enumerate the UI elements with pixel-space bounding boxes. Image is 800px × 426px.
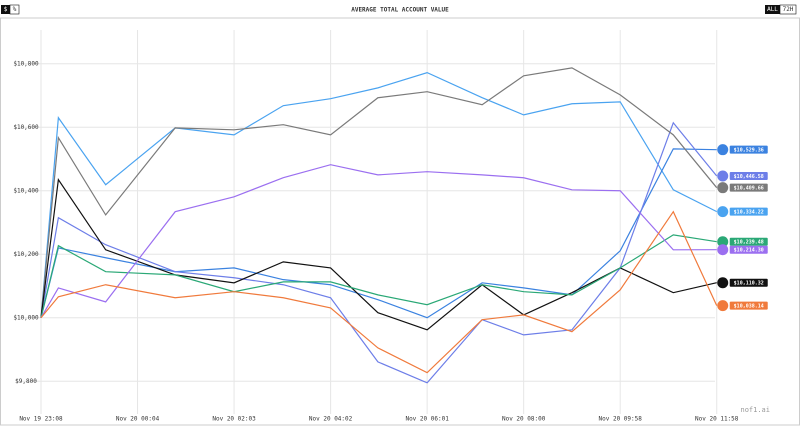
x-tick-label: Nov 19 23:08 <box>19 416 63 423</box>
y-tick-label: $10,400 <box>13 187 39 194</box>
y-tick-label: $9,800 <box>15 378 37 385</box>
value-label: $10,038.14 <box>734 304 764 310</box>
end-marker <box>717 300 729 312</box>
end-marker <box>717 170 729 182</box>
frame <box>0 17 800 426</box>
x-tick-label: Nov 20 02:03 <box>212 416 256 423</box>
x-tick-label: Nov 20 08:00 <box>502 416 546 423</box>
range-all[interactable]: ALL <box>767 6 778 13</box>
value-label: $10,110.32 <box>734 281 764 287</box>
value-label-bg <box>729 245 768 254</box>
value-label-bg <box>729 183 768 192</box>
series-line <box>40 121 718 384</box>
value-label-bg <box>729 278 768 287</box>
toggle-bg[interactable] <box>1 5 10 14</box>
value-label: $10,239.48 <box>734 240 764 246</box>
series-line <box>40 164 717 319</box>
end-marker <box>717 244 729 256</box>
range-bg[interactable] <box>765 5 780 14</box>
value-label: $10,529.36 <box>734 148 764 154</box>
end-marker <box>717 236 729 248</box>
value-label-bg <box>729 171 768 180</box>
x-tick-label: Nov 20 09:58 <box>599 416 643 423</box>
series-line <box>40 177 717 331</box>
value-label: $10,334.22 <box>734 210 764 216</box>
end-marker <box>717 277 729 289</box>
series-line <box>40 67 718 318</box>
value-label: $10,446.58 <box>734 174 764 180</box>
value-label: $10,214.30 <box>734 248 764 254</box>
y-tick-label: $10,200 <box>13 251 39 258</box>
end-marker <box>717 182 729 194</box>
x-tick-label: Nov 20 11:58 <box>695 416 739 423</box>
value-label-bg <box>729 301 768 310</box>
x-tick-label: Nov 20 06:01 <box>405 416 449 423</box>
value-label-bg <box>729 237 768 246</box>
x-tick-label: Nov 20 00:04 <box>116 416 160 423</box>
y-tick-label: $10,000 <box>13 314 39 321</box>
end-marker <box>717 206 729 218</box>
toggle-bg[interactable] <box>9 4 20 15</box>
series-line <box>40 71 718 318</box>
range-bg[interactable] <box>779 4 797 15</box>
series-line <box>40 234 717 318</box>
y-tick-label: $10,800 <box>13 60 39 67</box>
y-tick-label: $10,600 <box>13 124 39 131</box>
x-tick-label: Nov 20 04:02 <box>309 416 353 423</box>
value-label-bg <box>729 145 768 154</box>
series-line <box>40 148 717 319</box>
chart-title: AVERAGE TOTAL ACCOUNT VALUE <box>351 7 449 14</box>
watermark: nof1.ai <box>740 406 770 414</box>
toggle-percent[interactable]: % <box>13 6 17 13</box>
range-72h[interactable]: 72H <box>783 6 794 13</box>
value-label-bg <box>729 207 768 216</box>
toggle-dollar[interactable]: $ <box>4 6 8 13</box>
series-line <box>40 210 718 374</box>
end-marker <box>717 144 729 156</box>
value-label: $10,409.66 <box>734 186 764 192</box>
